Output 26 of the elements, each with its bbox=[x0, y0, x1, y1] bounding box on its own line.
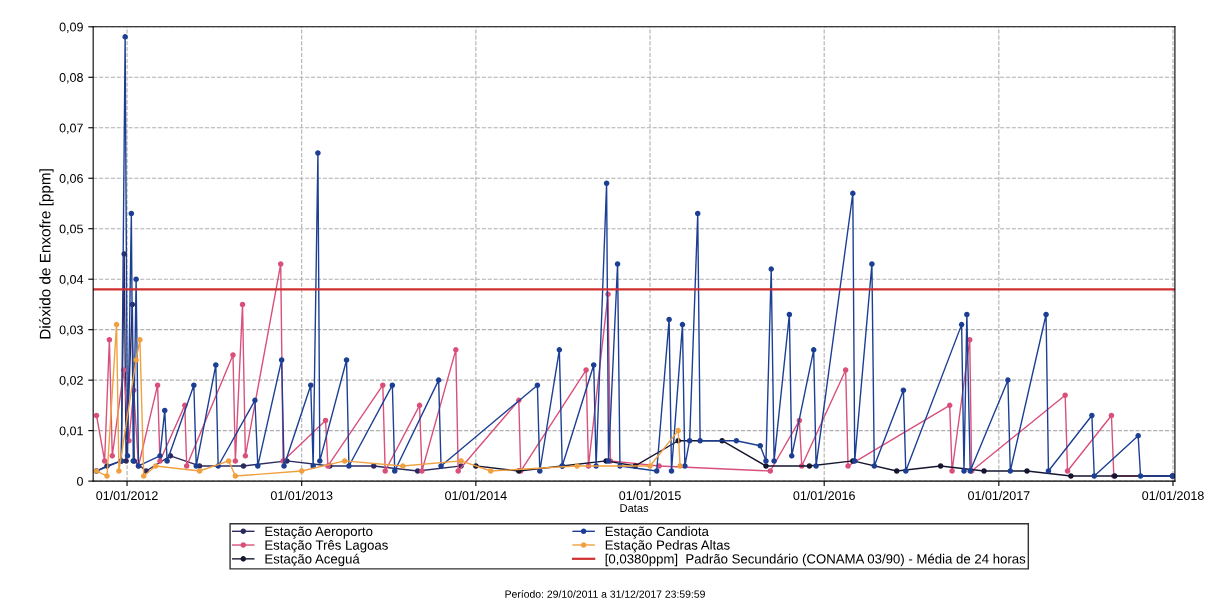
x-tick-label: 01/01/2012 bbox=[96, 490, 158, 501]
x-tick-label: 01/01/2015 bbox=[619, 490, 681, 501]
x-tick-label: 01/01/2014 bbox=[445, 490, 507, 501]
y-tick-label: 0 bbox=[76, 476, 83, 486]
x-tick-label: 01/01/2018 bbox=[1142, 490, 1204, 501]
y-tick-label: 0,09 bbox=[59, 22, 83, 33]
y-tick-label: 0,04 bbox=[59, 274, 84, 286]
y-tick-label: 0,01 bbox=[59, 426, 83, 437]
legend-label: Estação Aeroporto bbox=[265, 526, 373, 539]
y-tick-label: 0,06 bbox=[59, 174, 83, 185]
y-axis-title: Dióxido de Enxofre [ppm] bbox=[39, 169, 54, 339]
legend-label: [0,0380ppm] Padrão Secundário (CONAMA 03/90) - Média de 24 horas bbox=[605, 553, 1026, 567]
y-tick-label: 0,02 bbox=[59, 375, 83, 387]
legend-label: Estação Pedras Altas bbox=[605, 540, 730, 553]
x-tick-label: 01/01/2016 bbox=[793, 490, 855, 501]
y-tick-label: 0,08 bbox=[59, 73, 83, 84]
legend-label: Estação Candiota bbox=[605, 526, 709, 539]
y-tick-label: 0,07 bbox=[59, 123, 83, 134]
x-tick-label: 01/01/2017 bbox=[968, 490, 1030, 501]
y-tick-label: 0,03 bbox=[59, 325, 83, 336]
legend-label: Estação Três Lagoas bbox=[265, 540, 388, 553]
x-tick-label: 01/01/2013 bbox=[270, 490, 333, 501]
y-tick-label: 0,05 bbox=[59, 224, 83, 235]
legend-label: Estação Aceguá bbox=[265, 553, 360, 567]
x-axis-title: Datas bbox=[620, 504, 649, 513]
text: Período: 29/10/2011 a 31/12/2017 23:59:59 bbox=[505, 590, 705, 598]
